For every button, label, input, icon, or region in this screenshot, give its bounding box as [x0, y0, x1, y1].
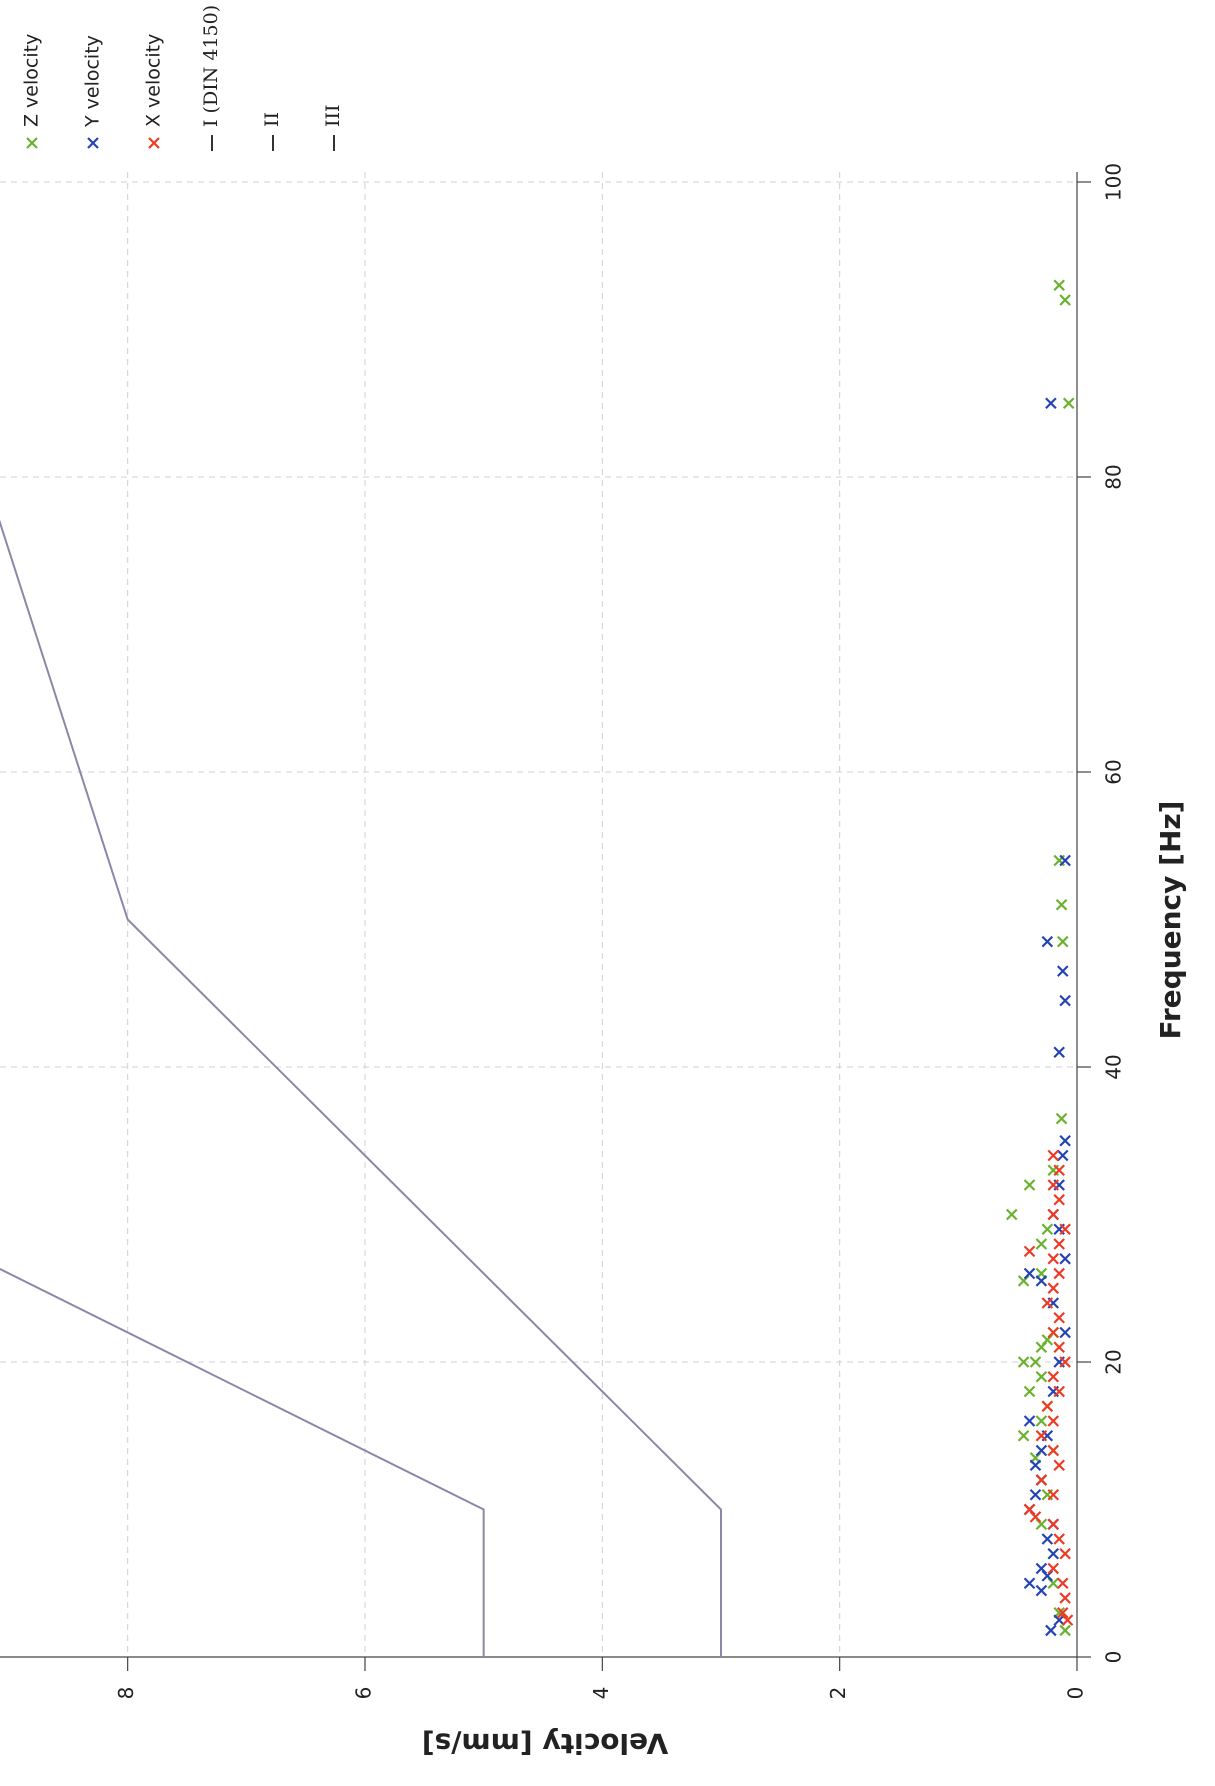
plot-area [0, 279, 1075, 1657]
point [1041, 935, 1054, 948]
legend-marker [148, 137, 160, 149]
point [1029, 1511, 1042, 1523]
point [1047, 1444, 1060, 1457]
point [1035, 1415, 1048, 1427]
y-tick-label: 4 [589, 1687, 613, 1700]
point [1059, 1592, 1071, 1604]
point [1017, 1429, 1030, 1442]
point [1023, 1577, 1036, 1590]
point [1047, 1488, 1060, 1501]
point [1053, 1385, 1065, 1398]
x-tick-label: 60 [1102, 759, 1126, 784]
point [1059, 1547, 1071, 1560]
x-tick-label: 20 [1102, 1349, 1126, 1374]
x-axis-title: Frequency [Hz] [1154, 801, 1187, 1040]
point [1023, 1267, 1036, 1280]
point [1023, 1179, 1036, 1191]
point [1047, 1518, 1060, 1531]
x-tick-label: 0 [1102, 1651, 1126, 1664]
point [1023, 1415, 1036, 1427]
limit-line [0, 519, 722, 1657]
point [1029, 1488, 1042, 1501]
point [1053, 1311, 1065, 1324]
point [1029, 1459, 1042, 1472]
point [1047, 1179, 1060, 1191]
point [1047, 1282, 1060, 1295]
point [1047, 1208, 1060, 1221]
legend-marker [87, 137, 99, 149]
y-axis-title: Velocity [mm/s] [422, 1727, 668, 1760]
point [1059, 1223, 1071, 1236]
point [1041, 1533, 1054, 1545]
limit-line [0, 1267, 485, 1657]
point [1035, 1238, 1048, 1250]
point [1035, 1370, 1048, 1383]
point [1035, 1429, 1048, 1442]
point [1023, 1245, 1036, 1258]
x-tick-label: 40 [1102, 1054, 1126, 1079]
point [1047, 1370, 1060, 1383]
legend-label: Z velocity [21, 34, 43, 127]
point [1053, 1238, 1065, 1250]
point [1059, 1252, 1071, 1265]
x-tick-label: 80 [1102, 464, 1126, 489]
point [1059, 294, 1071, 306]
legend-label: X velocity [143, 34, 165, 127]
point [1035, 1444, 1048, 1457]
point [1047, 1547, 1060, 1560]
point [1041, 1297, 1054, 1309]
legend-marker [26, 137, 38, 149]
point [1059, 994, 1071, 1007]
legend-label: III [322, 104, 344, 127]
x-tick-label: 100 [1102, 163, 1126, 201]
point [1062, 397, 1075, 410]
point [1035, 1275, 1048, 1287]
point [1041, 1400, 1054, 1413]
point [1056, 965, 1069, 977]
point [1053, 1614, 1065, 1626]
point [1023, 1385, 1036, 1398]
point [1059, 1134, 1071, 1147]
point [1053, 279, 1065, 292]
point [1053, 1341, 1065, 1354]
point [1035, 1584, 1048, 1597]
point [1053, 1046, 1065, 1059]
point [1053, 1533, 1065, 1545]
point [1029, 1356, 1042, 1368]
point [1045, 397, 1057, 410]
point [1059, 1356, 1071, 1368]
point [1059, 854, 1071, 867]
point [1053, 1164, 1065, 1177]
point [1041, 1223, 1054, 1236]
y-tick-label: 8 [114, 1687, 138, 1700]
point [1059, 1624, 1071, 1637]
point [1053, 1193, 1065, 1206]
point [1035, 1474, 1048, 1486]
point [1047, 1562, 1060, 1575]
point [1056, 1606, 1069, 1619]
point [1056, 1577, 1069, 1590]
point [1047, 1252, 1060, 1265]
point [1053, 1267, 1065, 1280]
point [1053, 1459, 1065, 1472]
point [1059, 1326, 1071, 1339]
point [1055, 898, 1068, 911]
point [1047, 1326, 1060, 1339]
y-tick-label: 6 [352, 1687, 376, 1700]
legend-label: I (DIN 4150) [200, 5, 222, 127]
point [1056, 935, 1069, 948]
y-tick-label: 2 [826, 1687, 850, 1700]
y-tick-label: 0 [1064, 1687, 1088, 1700]
point [1061, 1614, 1074, 1626]
point [1017, 1356, 1030, 1368]
point [1045, 1624, 1057, 1637]
point [1005, 1208, 1018, 1221]
point [1055, 1112, 1068, 1125]
point [1056, 1149, 1069, 1162]
point [1047, 1415, 1060, 1427]
point [1047, 1149, 1060, 1162]
legend-label: Y velocity [82, 35, 104, 128]
legend-label: II [261, 112, 283, 127]
